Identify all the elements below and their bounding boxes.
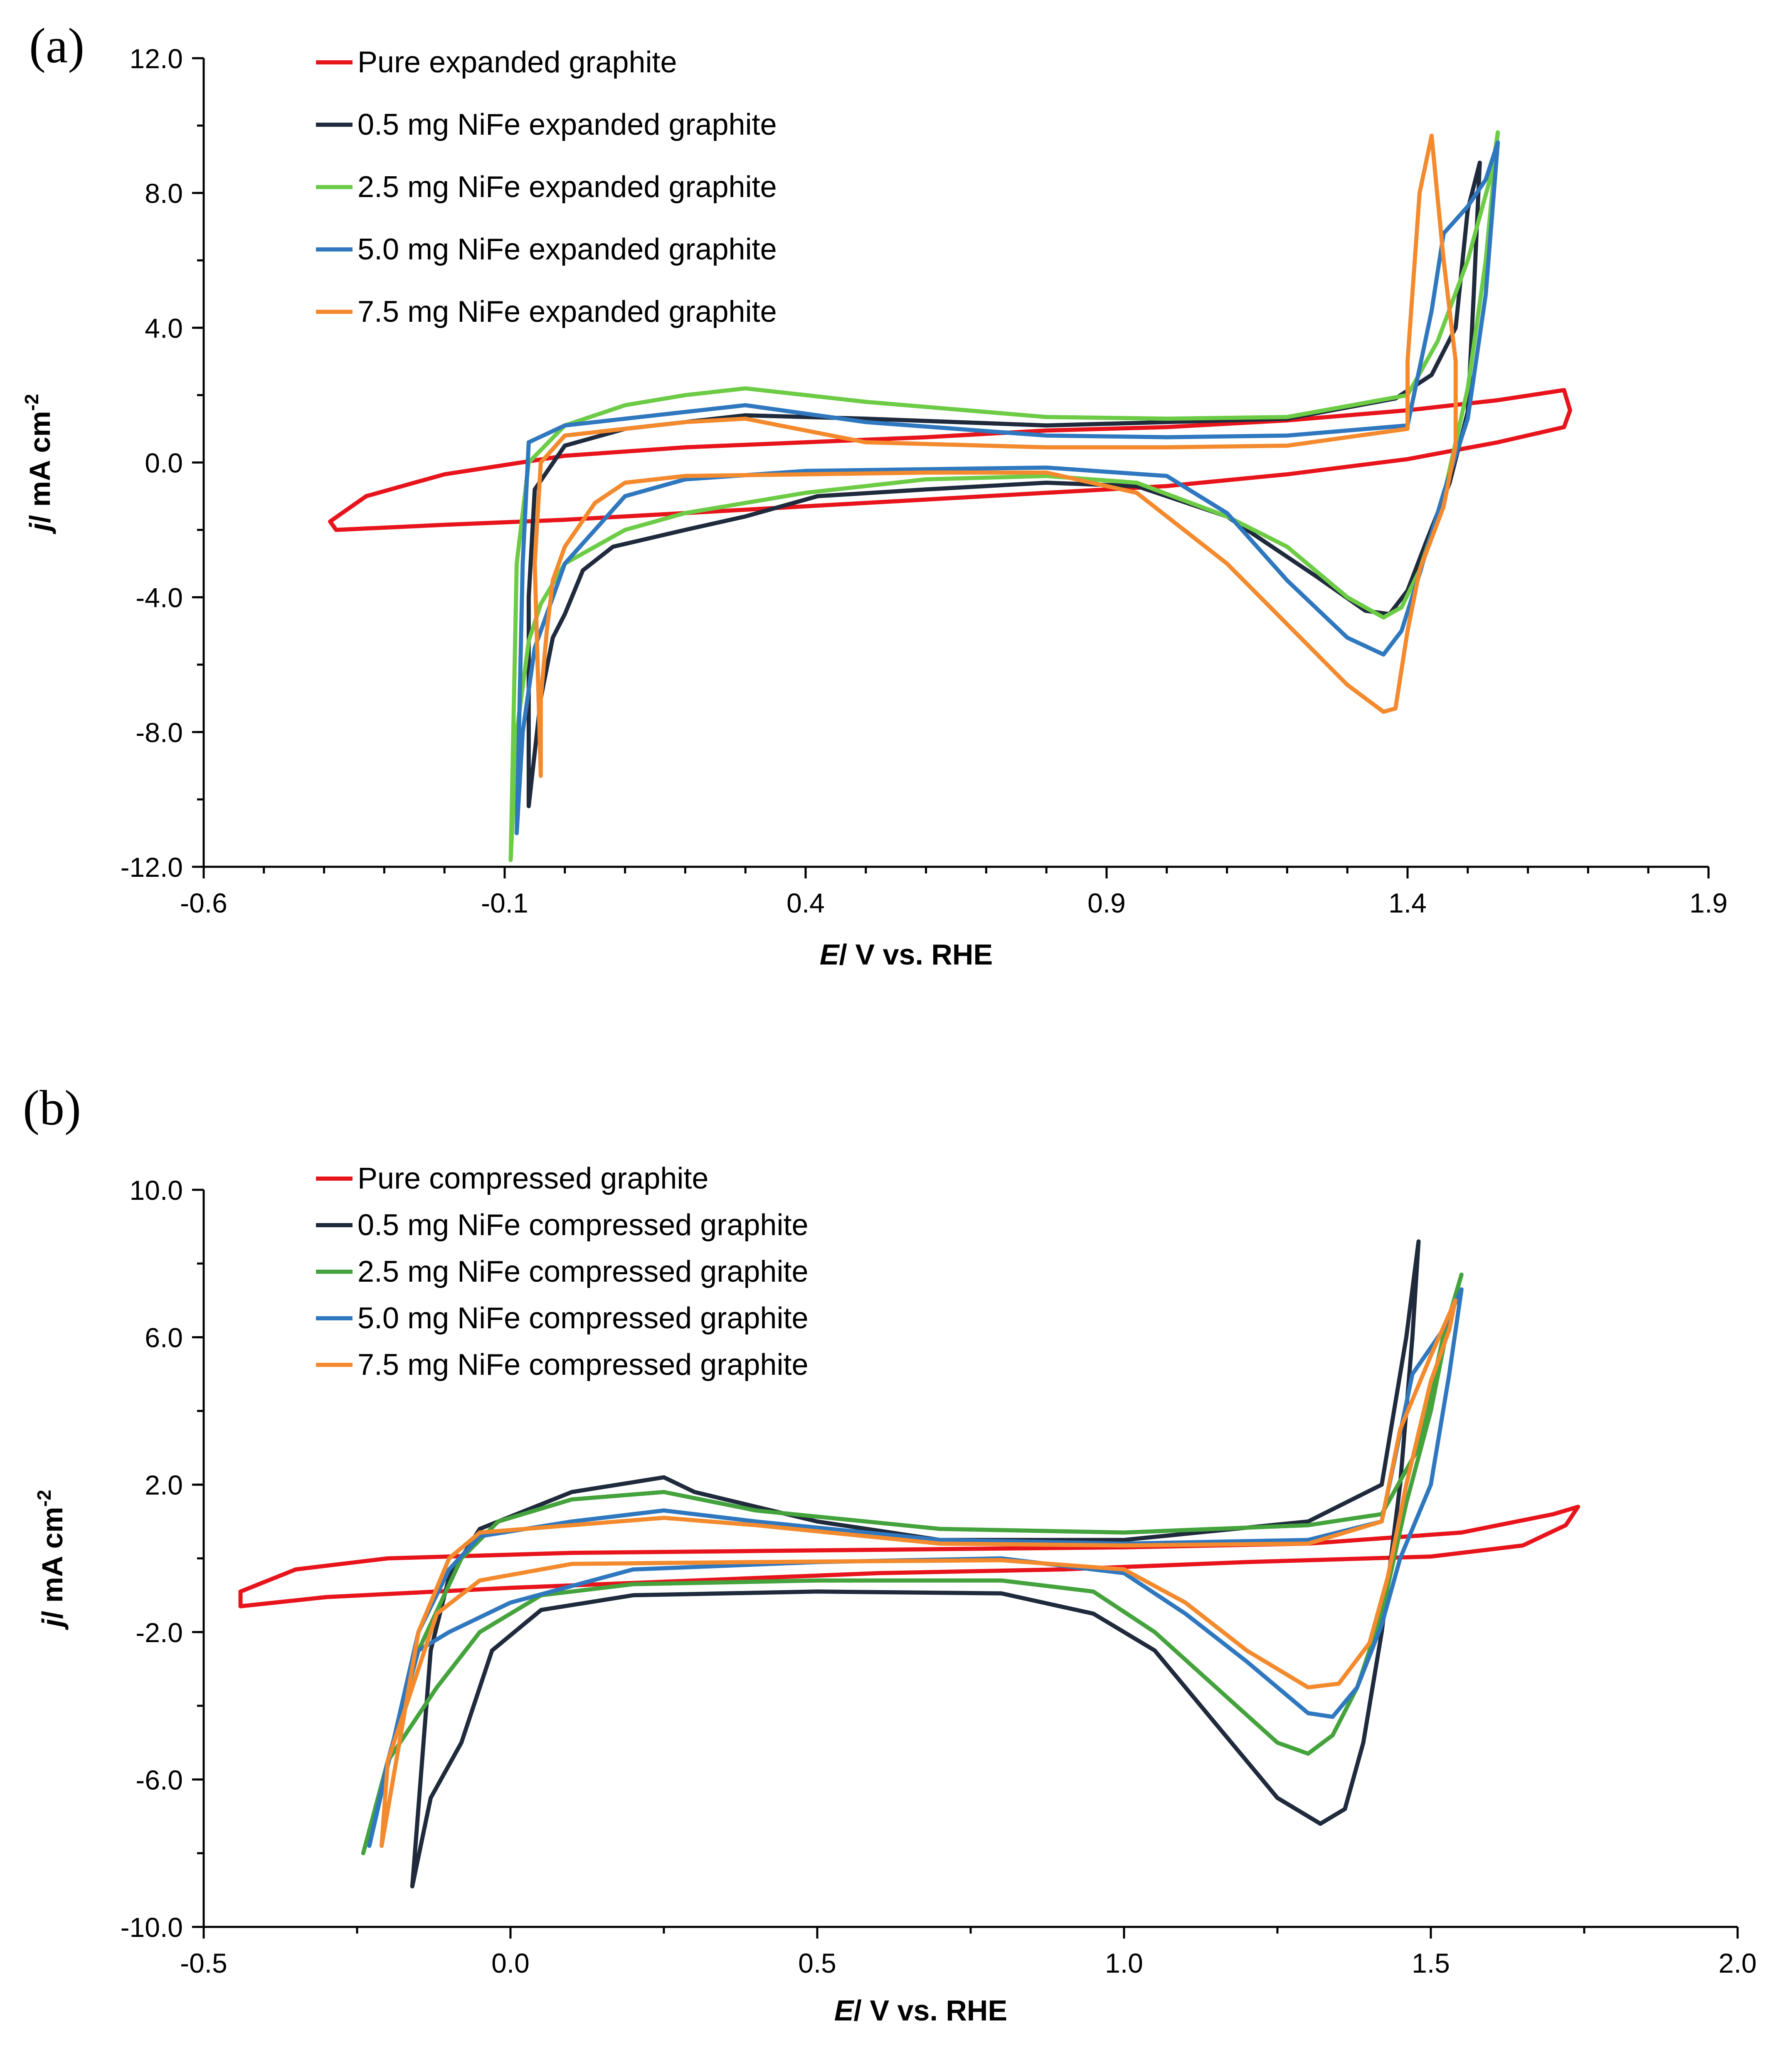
y-tick-label: -10.0 <box>121 1912 183 1943</box>
x-tick-label: 2.0 <box>1718 1948 1757 1978</box>
x-tick-label: -0.1 <box>481 888 528 918</box>
x-axis-title: E/ V vs. RHE <box>820 938 993 971</box>
x-tick-label: -0.6 <box>180 888 227 918</box>
series-line-2 <box>361 1272 1464 1855</box>
legend-label-2: 2.5 mg NiFe compressed graphite <box>357 1255 809 1288</box>
series-line-3 <box>367 1287 1464 1848</box>
legend-label-4: 7.5 mg NiFe compressed graphite <box>357 1348 809 1381</box>
x-tick-label: 1.4 <box>1388 888 1427 918</box>
panel-label: (a) <box>29 18 84 73</box>
x-tick-label: -0.5 <box>180 1948 227 1978</box>
y-tick-label: 4.0 <box>145 313 183 343</box>
y-tick-label: -8.0 <box>136 717 183 748</box>
y-tick-label: -4.0 <box>136 582 183 613</box>
legend-label-0: Pure expanded graphite <box>357 46 677 79</box>
series-line-4 <box>533 133 1458 778</box>
series-line-3 <box>515 140 1500 835</box>
y-tick-label: 10.0 <box>130 1175 183 1206</box>
y-tick-label: 2.0 <box>145 1470 183 1500</box>
y-axis-title: j/ mA cm-2 <box>33 1490 69 1630</box>
legend-label-0: Pure compressed graphite <box>357 1162 708 1195</box>
x-axis-title: E/ V vs. RHE <box>834 1994 1007 2027</box>
y-tick-label: 6.0 <box>145 1322 183 1353</box>
panel-b: (b) -0.5 0.0 0.5 1.0 1.5 2.0 -10.0 -6.0 -2.0 2.0 6.… <box>23 1080 1757 2027</box>
x-tick-label: 1.5 <box>1412 1948 1450 1978</box>
y-tick-label: 8.0 <box>145 178 183 209</box>
x-tick-label: 0.4 <box>786 888 825 918</box>
x-tick-label: 1.9 <box>1689 888 1728 918</box>
y-axis-title: j/ mA cm-2 <box>21 394 56 534</box>
legend-label-2: 2.5 mg NiFe expanded graphite <box>357 170 777 204</box>
x-tick-label: 0.9 <box>1087 888 1126 918</box>
x-tick-label: 0.5 <box>798 1948 836 1978</box>
panel-label: (b) <box>23 1080 81 1135</box>
y-tick-label: 12.0 <box>130 43 183 74</box>
y-tick-label: -6.0 <box>136 1764 183 1795</box>
series-line-0 <box>328 388 1572 532</box>
legend-label-3: 5.0 mg NiFe expanded graphite <box>357 233 777 266</box>
x-tick-label: 1.0 <box>1105 1948 1143 1978</box>
x-tick-label: 0.0 <box>491 1948 530 1978</box>
legend-label-1: 0.5 mg NiFe expanded graphite <box>357 108 777 141</box>
y-tick-label: 0.0 <box>145 448 183 479</box>
panel-a: (a) -0.6 -0.1 0.4 0.9 1.4 1.9 -12.0 -8.0 -4.0 0.0 4… <box>21 18 1728 971</box>
legend-label-1: 0.5 mg NiFe compressed graphite <box>357 1209 809 1242</box>
legend-label-3: 5.0 mg NiFe compressed graphite <box>357 1302 809 1335</box>
legend-label-4: 7.5 mg NiFe expanded graphite <box>357 295 777 328</box>
y-tick-label: -12.0 <box>121 852 183 883</box>
series-line-0 <box>238 1505 1580 1608</box>
y-tick-label: -2.0 <box>136 1617 183 1648</box>
series-line-4 <box>380 1298 1457 1848</box>
